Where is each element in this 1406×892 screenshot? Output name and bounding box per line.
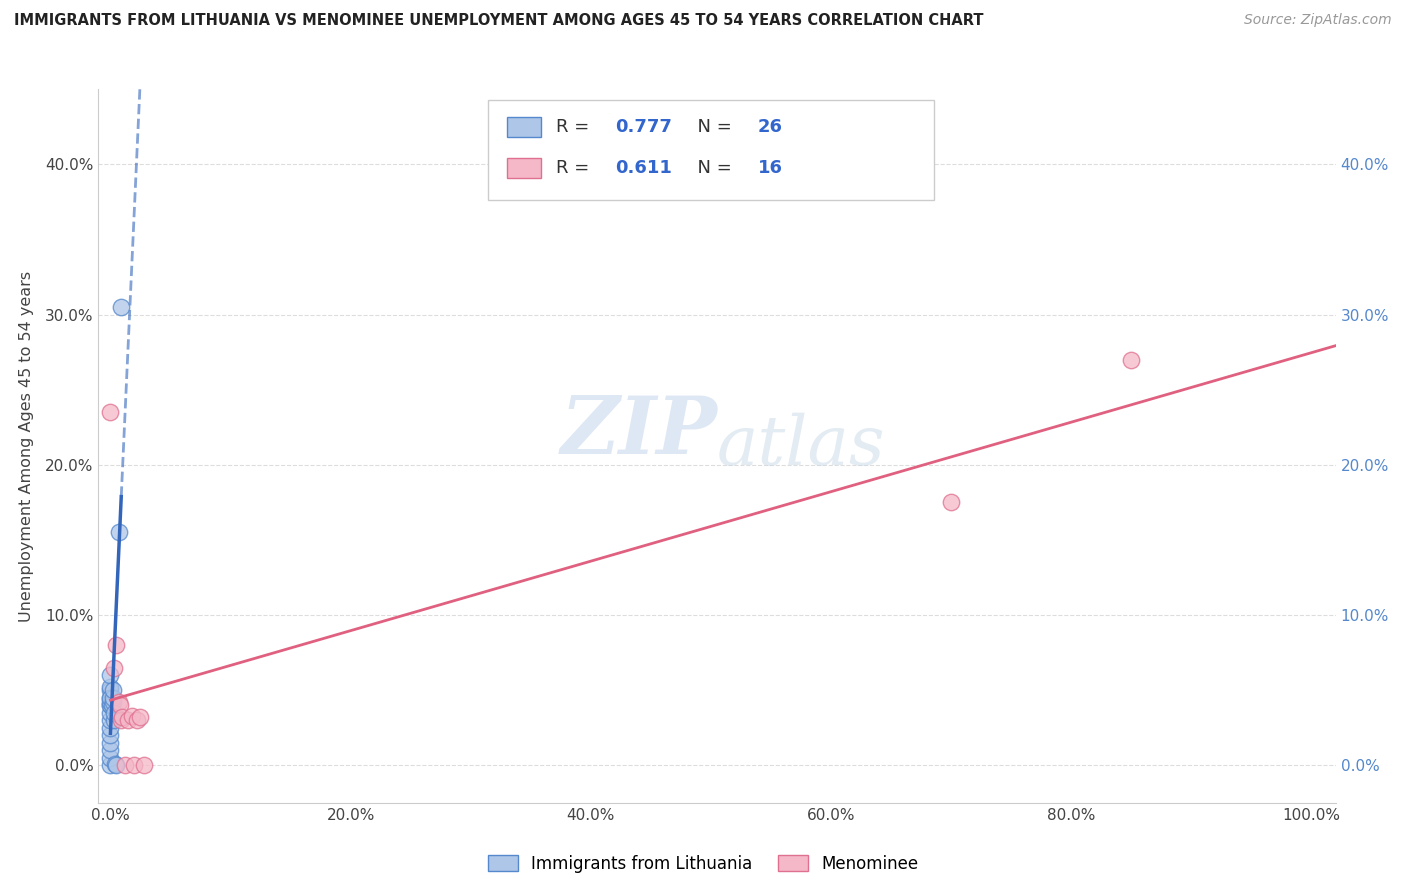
Text: 0.611: 0.611	[616, 159, 672, 177]
Point	[114, 758, 136, 772]
Bar	[506, 117, 541, 137]
Point	[100, 698, 122, 713]
Point	[100, 736, 122, 750]
Text: 16: 16	[758, 159, 783, 177]
Point	[124, 758, 146, 772]
Point	[100, 683, 122, 698]
Point	[100, 728, 122, 742]
Point	[132, 758, 155, 772]
Point	[100, 690, 122, 705]
Point	[121, 708, 143, 723]
Point	[100, 758, 122, 772]
Text: Source: ZipAtlas.com: Source: ZipAtlas.com	[1244, 13, 1392, 28]
Text: R =: R =	[557, 159, 595, 177]
Text: 26: 26	[758, 118, 783, 136]
Point	[100, 721, 122, 735]
Point	[100, 706, 122, 720]
Point	[125, 713, 148, 727]
Point	[100, 668, 122, 682]
Point	[100, 750, 122, 764]
Point	[941, 495, 963, 509]
Point	[129, 710, 152, 724]
Point	[108, 698, 131, 713]
Text: N =: N =	[686, 118, 738, 136]
Point	[101, 695, 124, 709]
Y-axis label: Unemployment Among Ages 45 to 54 years: Unemployment Among Ages 45 to 54 years	[18, 270, 34, 622]
Text: atlas: atlas	[717, 413, 886, 479]
Point	[101, 683, 124, 698]
Point	[105, 638, 128, 652]
Legend: Immigrants from Lithuania, Menominee: Immigrants from Lithuania, Menominee	[481, 848, 925, 880]
FancyBboxPatch shape	[488, 100, 934, 200]
Point	[100, 680, 122, 694]
Point	[100, 698, 122, 713]
Point	[100, 743, 122, 757]
Point	[100, 698, 122, 713]
Point	[100, 695, 122, 709]
Point	[100, 405, 122, 419]
Point	[100, 690, 122, 705]
Point	[100, 713, 122, 727]
Text: IMMIGRANTS FROM LITHUANIA VS MENOMINEE UNEMPLOYMENT AMONG AGES 45 TO 54 YEARS CO: IMMIGRANTS FROM LITHUANIA VS MENOMINEE U…	[14, 13, 984, 29]
Point	[111, 710, 134, 724]
Point	[117, 713, 139, 727]
Point	[110, 713, 132, 727]
Text: N =: N =	[686, 159, 738, 177]
Text: ZIP: ZIP	[560, 393, 717, 470]
Point	[108, 525, 131, 540]
Point	[110, 300, 132, 314]
Point	[103, 660, 125, 674]
Bar	[506, 158, 541, 178]
Point	[103, 713, 125, 727]
Point	[1121, 352, 1143, 367]
Point	[104, 756, 127, 771]
Point	[105, 758, 128, 772]
Point	[101, 690, 124, 705]
Point	[103, 706, 125, 720]
Text: 0.777: 0.777	[616, 118, 672, 136]
Point	[108, 695, 131, 709]
Text: R =: R =	[557, 118, 595, 136]
